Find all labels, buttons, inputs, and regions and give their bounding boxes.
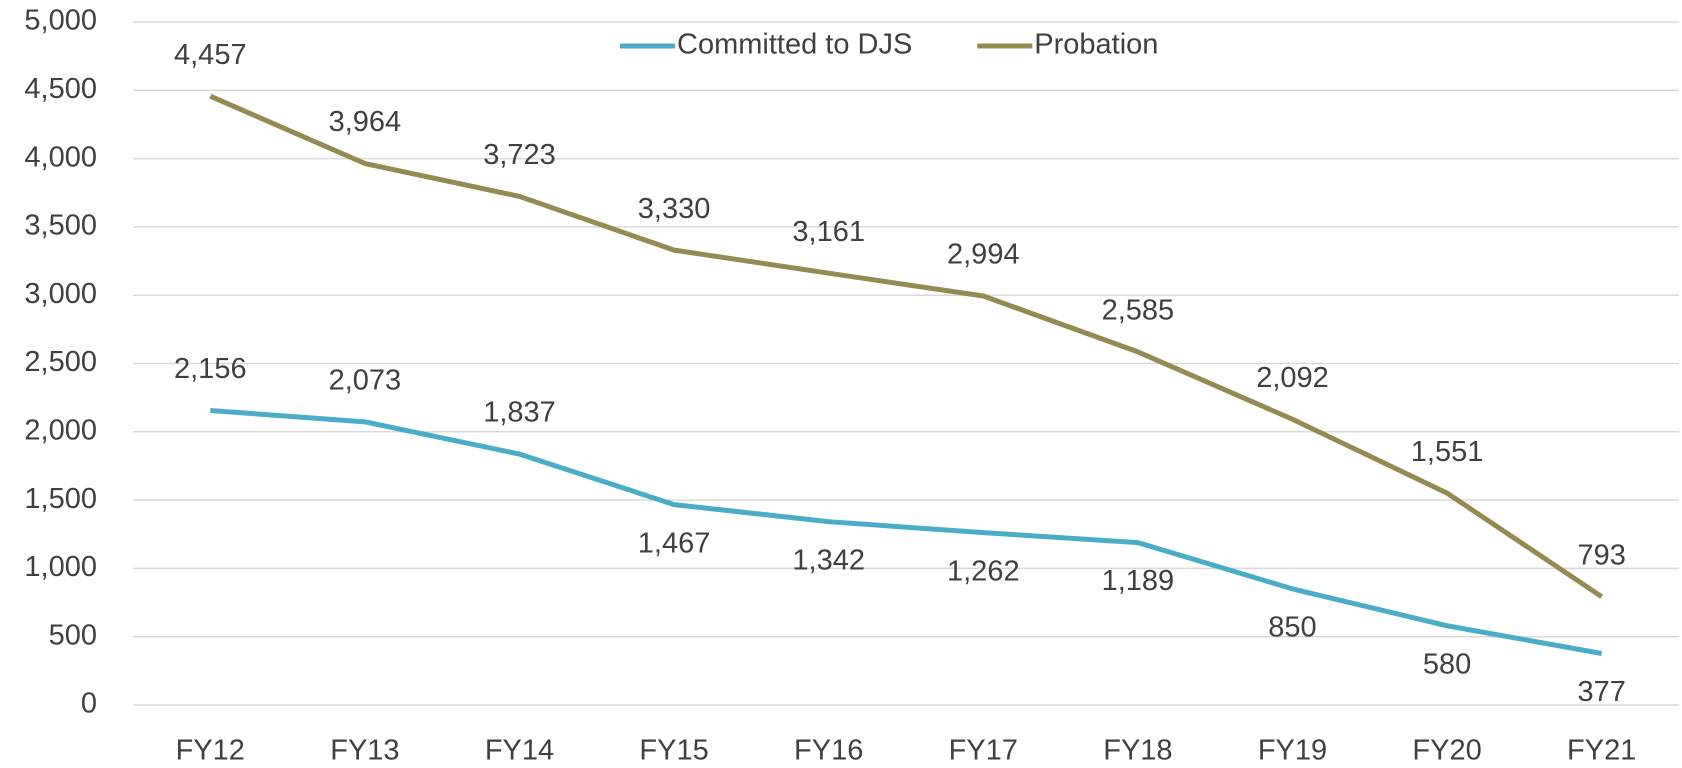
data-label: 850 (1268, 612, 1316, 644)
data-label: 2,585 (1102, 295, 1175, 327)
x-tick-label: FY20 (1412, 735, 1481, 767)
data-label: 1,837 (483, 397, 556, 429)
y-tick-label: 2,000 (24, 414, 97, 446)
y-tick-label: 3,500 (24, 210, 97, 242)
series-line (210, 407, 1603, 656)
y-tick-label: 500 (49, 619, 97, 651)
data-label: 580 (1423, 648, 1471, 680)
data-label: 1,551 (1411, 436, 1484, 468)
data-label: 2,092 (1256, 362, 1329, 394)
y-tick-label: 5,000 (24, 5, 97, 37)
y-tick-label: 4,500 (24, 73, 97, 105)
y-tick-label: 1,000 (24, 551, 97, 583)
x-tick-label: FY13 (330, 735, 399, 767)
data-label: 1,467 (638, 527, 711, 559)
data-label: 2,073 (329, 364, 402, 396)
data-label: 377 (1578, 676, 1626, 708)
data-label: 3,964 (329, 106, 402, 138)
x-tick-label: FY14 (485, 735, 554, 767)
data-label: 3,161 (792, 216, 865, 248)
data-label: 3,330 (638, 193, 711, 225)
x-tick-label: FY12 (176, 735, 245, 767)
data-label: 1,342 (792, 544, 865, 576)
y-tick-label: 1,500 (24, 483, 97, 515)
data-label: 4,457 (174, 39, 247, 71)
y-tick-label: 4,000 (24, 141, 97, 173)
data-label: 793 (1578, 539, 1626, 571)
data-label: 2,156 (174, 353, 247, 385)
data-label: 1,262 (947, 555, 1020, 587)
data-label: 1,189 (1102, 565, 1175, 597)
y-tick-label: 2,500 (24, 346, 97, 378)
data-label: 3,723 (483, 139, 556, 171)
series-line (209, 93, 1604, 599)
data-label: 2,994 (947, 239, 1020, 271)
x-tick-label: FY17 (949, 735, 1018, 767)
x-tick-label: FY16 (794, 735, 863, 767)
legend-label: Probation (1034, 29, 1158, 61)
x-tick-label: FY21 (1567, 735, 1636, 767)
legend-label: Committed to DJS (677, 29, 912, 61)
x-tick-label: FY19 (1258, 735, 1327, 767)
y-tick-label: 3,000 (24, 278, 97, 310)
y-tick-label: 0 (81, 688, 97, 720)
x-tick-label: FY15 (639, 735, 708, 767)
x-tick-label: FY18 (1103, 735, 1172, 767)
